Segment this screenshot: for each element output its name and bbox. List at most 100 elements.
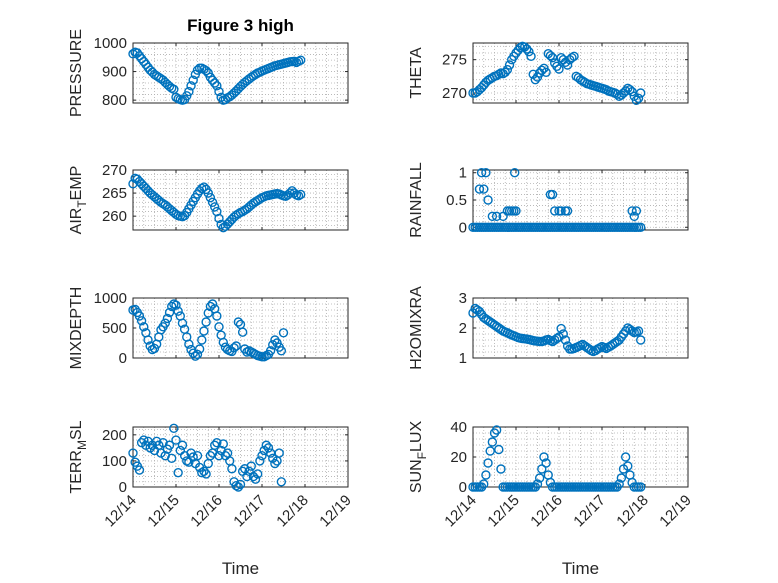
- data-point: [545, 50, 556, 61]
- data-point: [190, 351, 201, 361]
- data-point: [276, 477, 287, 487]
- data-point: [197, 335, 207, 345]
- data-point: [233, 317, 244, 327]
- data-point: [231, 341, 241, 351]
- data-point: [562, 206, 573, 216]
- data-point: [229, 343, 239, 353]
- data-point: [139, 322, 149, 332]
- data-point: [524, 46, 534, 57]
- data-point: [164, 307, 175, 318]
- data-point: [235, 479, 246, 490]
- data-point: [278, 328, 289, 338]
- y-tick-label: 1000: [94, 290, 127, 307]
- data-point: [629, 211, 639, 222]
- data-point: [485, 446, 495, 456]
- data-point: [483, 195, 493, 205]
- data-point: [184, 86, 194, 97]
- data-point: [511, 206, 521, 216]
- y-tick-label: 3: [459, 290, 467, 307]
- x-tick-label: 12/16: [527, 492, 566, 531]
- data-point: [636, 335, 646, 345]
- y-axis-label-tail: SL: [68, 420, 85, 440]
- x-tick-label: 12/15: [144, 492, 183, 531]
- data-point: [268, 340, 278, 350]
- y-axis-label: PRESSURE: [68, 29, 85, 117]
- data-point: [128, 448, 138, 458]
- data-point: [134, 311, 145, 321]
- data-point: [192, 349, 203, 360]
- data-point: [631, 95, 642, 106]
- y-tick-label: 1: [459, 165, 467, 182]
- data-point: [534, 473, 545, 483]
- data-point: [164, 440, 175, 450]
- y-axis-label: TERRMSL: [68, 420, 89, 493]
- data-point: [474, 184, 485, 194]
- y-axis-label: H2OMIXRA: [408, 286, 425, 370]
- data-point: [197, 183, 207, 194]
- data-point: [194, 344, 205, 354]
- data-point: [265, 346, 276, 356]
- data-point: [627, 326, 637, 336]
- data-point: [556, 206, 566, 216]
- y-axis-label-main: TERR: [68, 450, 85, 494]
- data-point: [500, 67, 510, 78]
- data-point: [491, 425, 502, 435]
- y-axis-label-main: SUN: [408, 459, 425, 493]
- panel-rainfall: 0 0.5 1 RAINFALL: [408, 162, 689, 238]
- data-point: [209, 440, 220, 450]
- data-point: [614, 479, 624, 489]
- x-axis-label: Time: [222, 559, 259, 578]
- data-point: [209, 202, 220, 212]
- data-point: [476, 168, 487, 178]
- data-point: [188, 75, 198, 85]
- data-point: [218, 439, 229, 449]
- data-point: [552, 61, 562, 72]
- y-axis-label-main: PRESSURE: [68, 29, 85, 117]
- data-point: [483, 458, 493, 468]
- data-point: [173, 306, 183, 316]
- y-tick-label: 0: [119, 479, 127, 496]
- x-tick-label: 12/14: [441, 492, 480, 531]
- data-point: [547, 189, 558, 200]
- y-axis-label: RAINFALL: [408, 162, 425, 238]
- panel-h2omixra: 1 2 3 H2OMIXRA: [408, 286, 689, 370]
- data-point: [293, 191, 304, 201]
- data-point: [494, 69, 504, 80]
- data-point: [496, 464, 506, 474]
- data-point: [214, 213, 224, 224]
- data-point: [143, 335, 153, 345]
- data-point: [128, 49, 138, 59]
- x-tick-label: 12/17: [230, 492, 269, 531]
- data-point: [504, 60, 515, 70]
- data-point: [631, 206, 642, 216]
- data-point: [160, 318, 170, 328]
- data-point: [199, 182, 209, 192]
- y-tick-label: 270: [102, 162, 127, 179]
- data-point: [560, 335, 571, 345]
- data-point: [532, 479, 543, 489]
- y-axis-label: MIXDEPTH: [68, 287, 85, 370]
- panel-terr-msl: 0 100 200 TERRMSL: [68, 420, 349, 496]
- data-point: [502, 64, 513, 75]
- data-point: [184, 339, 194, 349]
- data-point: [199, 326, 209, 336]
- data-point: [171, 435, 181, 445]
- data-point: [212, 81, 222, 91]
- data-point: [569, 51, 579, 62]
- data-point: [231, 480, 241, 491]
- y-tick-label: 100: [102, 453, 127, 470]
- data-point: [567, 52, 577, 63]
- y-tick-label: 500: [102, 320, 127, 337]
- panel-pressure: 800 900 1000 PRESSURE Figure 3 high: [68, 16, 349, 117]
- x-tick-label: 12/19: [316, 492, 355, 531]
- data-point: [491, 211, 502, 222]
- panel-mixdepth: 0 500 1000 MIXDEPTH: [68, 287, 349, 370]
- data-point: [479, 184, 489, 194]
- y-tick-label: 0.5: [446, 192, 467, 209]
- data-point: [171, 209, 181, 220]
- data-point: [558, 329, 568, 339]
- data-point: [257, 450, 267, 461]
- y-axis-label-sub: M: [75, 440, 89, 450]
- data-point: [481, 168, 491, 178]
- data-point: [515, 42, 525, 53]
